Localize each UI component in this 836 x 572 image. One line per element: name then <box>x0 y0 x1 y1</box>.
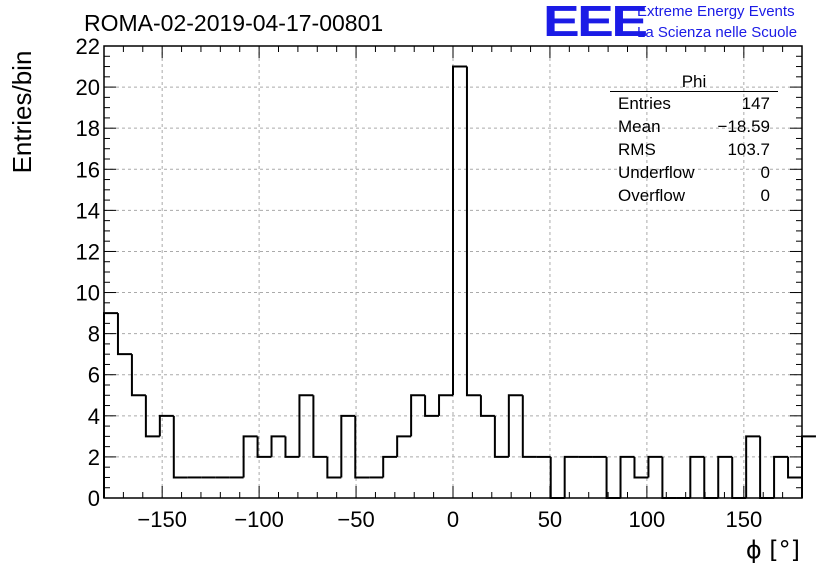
stats-label: Entries <box>618 94 671 113</box>
histogram-bin <box>382 455 398 478</box>
histogram-bin <box>396 435 412 457</box>
histogram-bin <box>549 456 565 499</box>
stats-value: 0 <box>760 186 770 205</box>
histogram-bin <box>116 313 132 356</box>
stats-value: 103.7 <box>727 140 770 159</box>
histogram-bin <box>452 65 467 396</box>
eee-logo: EEE <box>543 0 648 46</box>
histogram-bin <box>465 66 481 397</box>
y-tick-label: 0 <box>88 486 100 511</box>
tick-labels: −150 −100 −50 0 50 100 150 0 2 4 6 8 10 12 14 16 18 20 22 <box>76 34 763 532</box>
histogram-bin <box>703 456 719 499</box>
histogram-bin <box>759 436 775 499</box>
stats-title: Phi <box>610 72 778 92</box>
histogram-bin <box>689 455 705 498</box>
x-tick-label: 100 <box>629 507 666 532</box>
histogram-bin <box>605 456 621 499</box>
y-tick-label: 18 <box>76 116 100 141</box>
run-title: ROMA-02-2019-04-17-00801 <box>84 10 384 36</box>
y-tick-label: 4 <box>88 404 100 429</box>
histogram-bin <box>563 455 579 498</box>
stats-row: RMS 103.7 <box>610 138 778 161</box>
stats-value: 0 <box>760 163 770 182</box>
y-tick-label: 8 <box>88 322 100 347</box>
y-tick-label: 2 <box>88 445 100 470</box>
y-tick-label: 22 <box>76 34 100 59</box>
stats-row: Overflow 0 <box>610 184 778 207</box>
histogram-bin <box>242 435 258 478</box>
logo-line-2: La Scienza nelle Scuole <box>637 24 798 41</box>
histogram-bin <box>144 395 160 438</box>
stats-label: Overflow <box>618 186 686 205</box>
histogram-bin <box>507 394 523 457</box>
histogram-bin <box>158 414 174 437</box>
histogram-bin <box>773 455 789 498</box>
histogram-bin <box>410 394 426 437</box>
histogram-bin <box>284 436 300 458</box>
y-tick-label: 16 <box>76 157 100 182</box>
x-axis-label: ϕ [°] <box>746 536 800 564</box>
x-tick-label: −50 <box>337 507 374 532</box>
histogram-bin <box>340 414 356 478</box>
stats-row: Mean −18.59 <box>610 115 778 138</box>
histogram-bin <box>424 395 440 417</box>
stats-row: Entries 147 <box>610 92 778 115</box>
y-axis-label: Entries/bin <box>7 51 37 174</box>
x-tick-label: 50 <box>538 507 562 532</box>
stats-value: −18.59 <box>717 117 770 136</box>
y-tick-label: 14 <box>76 198 100 223</box>
histogram-bin <box>493 415 509 458</box>
histogram-bin <box>172 415 188 479</box>
stats-label: RMS <box>618 140 656 159</box>
histogram-bin <box>661 456 677 499</box>
histogram-bin <box>479 395 495 417</box>
y-tick-label: 10 <box>76 281 100 306</box>
histogram-bin <box>130 354 146 397</box>
histogram-bin <box>633 456 649 479</box>
stats-label: Underflow <box>618 163 695 182</box>
y-tick-label: 6 <box>88 363 100 388</box>
histogram-bin <box>312 395 328 458</box>
y-tick-label: 20 <box>76 75 100 100</box>
histogram-bin <box>647 455 663 478</box>
x-tick-label: −100 <box>234 507 284 532</box>
stats-label: Mean <box>618 117 661 136</box>
histogram-bin <box>801 435 816 478</box>
logo-line-1: Extreme Energy Events <box>637 3 795 20</box>
x-tick-label: 0 <box>447 507 459 532</box>
histogram-bin <box>354 415 370 479</box>
axis-ticks <box>103 45 803 499</box>
stats-box: Phi Entries 147 Mean −18.59 RMS 103.7 Underflo… <box>610 72 778 207</box>
x-tick-label: 150 <box>725 507 762 532</box>
histogram-bin <box>438 394 453 416</box>
histogram-bin <box>326 456 342 479</box>
y-tick-label: 12 <box>76 239 100 264</box>
histogram-bin <box>745 435 761 498</box>
x-tick-label: −150 <box>137 507 187 532</box>
histogram-bin <box>256 436 272 458</box>
histogram-bin <box>717 455 733 498</box>
histogram-bin <box>270 435 286 457</box>
histogram-bin <box>521 395 537 458</box>
histogram-bin <box>619 455 635 498</box>
stats-row: Underflow 0 <box>610 161 778 184</box>
histogram-bin <box>298 394 314 457</box>
stats-value: 147 <box>741 94 770 113</box>
